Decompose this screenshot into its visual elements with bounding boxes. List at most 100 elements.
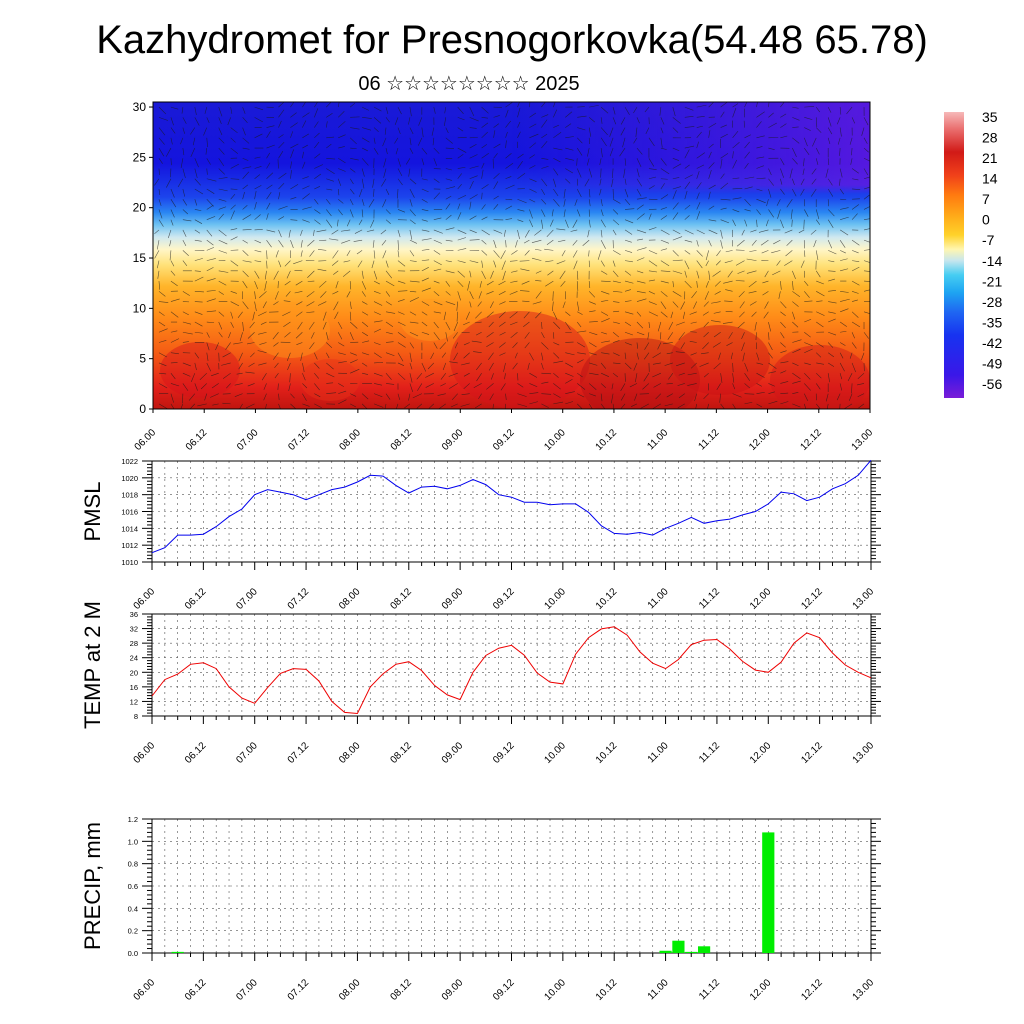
wind-vector [158,219,164,227]
wind-vector [732,383,736,390]
wind-vector [660,301,667,310]
wind-vector [863,260,870,263]
wind-vector [300,240,303,248]
wind-vector [478,291,482,299]
wind-vector [158,147,165,157]
wind-vector [218,311,225,317]
wind-vector [230,193,236,200]
wind-vector [158,117,169,121]
wind-vector [338,383,344,387]
wind-vector [296,301,303,306]
wind-vector [600,311,609,316]
wind-vector [373,147,379,155]
wind-vector [599,188,602,196]
wind-vector [481,144,488,149]
wind-vector [180,137,184,145]
wind-vector [816,127,822,133]
plot-frame [151,613,872,717]
wind-vector [780,135,788,139]
x-tick-label: 08.12 [389,427,415,453]
wind-vector [857,393,865,398]
wind-vector [230,321,234,328]
wind-vector [170,137,173,145]
wind-vector [851,362,856,373]
wind-vector [247,332,255,339]
wind-vector [704,291,709,300]
colorbar-label: -21 [982,273,1002,289]
wind-vector [492,403,494,409]
wind-vector [863,206,870,210]
wind-vector [218,107,223,117]
wind-vector [696,270,700,279]
wind-vector [660,260,670,267]
wind-vector [529,198,536,203]
wind-vector [711,320,721,323]
wind-vector [238,362,243,370]
wind-vector [409,331,419,337]
wind-vector [659,107,662,116]
wind-vector [230,163,240,169]
wind-vector [486,311,494,318]
wind-vector [863,228,870,231]
wind-vector [362,340,370,343]
wind-vector [170,158,172,166]
wind-vector [672,301,679,308]
wind-vector [749,301,757,306]
wind-vector [642,383,650,390]
wind-vector [228,332,231,339]
wind-vector [486,342,494,347]
wind-vector [463,372,470,377]
wind-vector [570,229,578,232]
wind-vector [294,291,303,294]
wind-vector [565,379,573,384]
wind-vector [827,373,830,383]
x-tick-label: 09.12 [491,586,517,612]
wind-vector [529,154,536,159]
wind-vector [397,372,406,381]
wind-vector [218,206,227,210]
wind-vector [851,332,855,339]
wind-vector [450,403,458,408]
wind-vector [206,298,216,302]
wind-vector [839,148,841,156]
wind-vector [768,147,775,150]
wind-vector [254,280,258,290]
wind-vector [647,332,650,340]
wind-vector [600,117,603,124]
wind-vector [182,209,188,215]
wind-vector [286,352,291,362]
wind-vector [361,270,364,279]
wind-vector [613,310,620,313]
wind-vector [380,229,387,235]
y-tick-label: 24 [130,654,138,663]
wind-vector [660,137,663,148]
wind-vector [553,188,559,197]
wind-vector [250,352,255,358]
wind-vector [827,199,830,207]
colorbar-label: -35 [982,314,1002,330]
wind-vector [744,401,753,405]
wind-vector [182,127,185,134]
wind-vector [474,321,482,324]
wind-vector [499,301,506,305]
wind-vector [302,383,308,389]
wind-vector [218,188,228,192]
wind-vector [553,158,561,163]
wind-vector [756,392,765,394]
wind-vector [397,290,408,292]
y-axis-label: PMSL [80,482,105,542]
y-tick-label: 1014 [121,524,138,533]
wind-vector [499,321,506,327]
wind-vector [773,239,781,245]
wind-vector [284,332,291,338]
wind-vector [768,209,774,218]
wind-vector [589,104,599,108]
wind-vector [563,209,566,218]
wind-vector [696,125,703,128]
wind-vector [182,117,187,124]
wind-vector [170,311,179,318]
wind-vector [680,301,686,310]
wind-vector [278,229,282,238]
wind-vector [712,270,721,277]
wind-vector [800,188,805,196]
